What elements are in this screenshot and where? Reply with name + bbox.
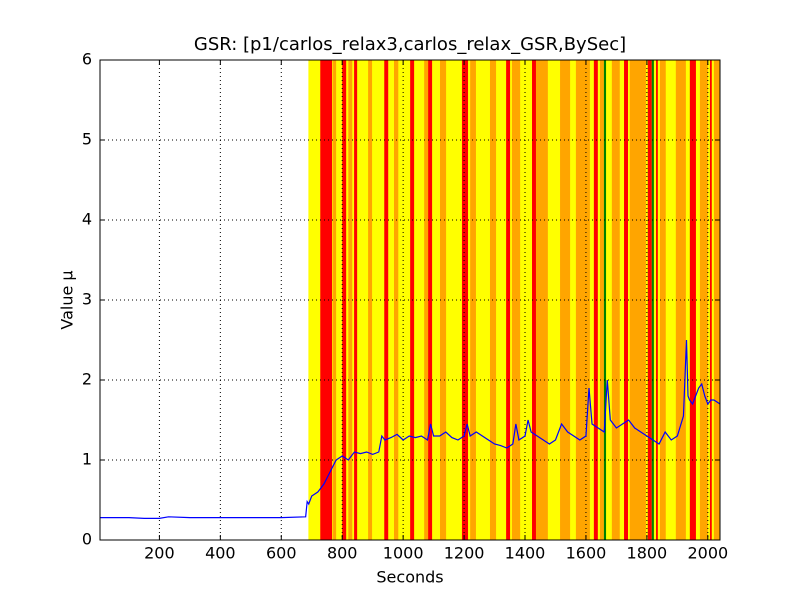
y-tick-label: 3 — [82, 290, 92, 309]
span — [384, 60, 389, 540]
span — [624, 60, 628, 540]
y-tick-label: 5 — [82, 130, 92, 149]
y-tick-label: 4 — [82, 210, 92, 229]
y-tick-label: 2 — [82, 370, 92, 389]
x-tick-label: 400 — [205, 544, 236, 563]
x-tick-label: 1200 — [444, 544, 485, 563]
span — [320, 60, 333, 540]
span — [659, 60, 666, 540]
plot-frame — [99, 59, 721, 541]
span — [440, 60, 447, 540]
span — [489, 60, 497, 540]
span — [333, 60, 337, 540]
chart-title: GSR: [p1/carlos_relax3,carlos_relax_GSR,… — [194, 34, 626, 55]
spans — [308, 60, 720, 540]
axes: 200 400 600 800 1000 1200 1400 1600 1800 2000 0 1 2 3… — [82, 50, 728, 563]
span — [424, 60, 429, 540]
span — [560, 60, 571, 540]
span — [368, 60, 373, 540]
span — [354, 60, 358, 540]
x-tick-label: 1000 — [383, 544, 424, 563]
span — [470, 60, 476, 540]
y-axis-label: Value µ — [58, 270, 77, 329]
span — [647, 60, 652, 540]
span — [428, 60, 433, 540]
data-line — [100, 339, 720, 519]
y-tick-label: 1 — [82, 450, 92, 469]
span — [575, 60, 590, 540]
span — [599, 60, 604, 540]
x-tick-label: 800 — [327, 544, 358, 563]
x-tick-label: 200 — [144, 544, 175, 563]
y-tick-label: 6 — [82, 50, 92, 69]
x-axis-label: Seconds — [376, 568, 443, 587]
x-tick-label: 1600 — [566, 544, 607, 563]
lines — [100, 339, 720, 519]
span — [593, 60, 598, 540]
span — [629, 60, 646, 540]
span — [709, 60, 712, 540]
x-tick-label: 1800 — [627, 544, 668, 563]
span — [611, 60, 620, 540]
x-tick-label: 600 — [266, 544, 297, 563]
span — [348, 60, 353, 540]
span — [699, 60, 708, 540]
x-tick-label: 2000 — [687, 544, 728, 563]
x-tick-label: 1400 — [505, 544, 546, 563]
span — [535, 60, 548, 540]
y-tick-label: 0 — [82, 530, 92, 549]
span — [532, 60, 536, 540]
